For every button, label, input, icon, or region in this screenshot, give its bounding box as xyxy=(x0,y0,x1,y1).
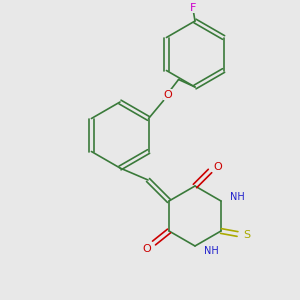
Text: NH: NH xyxy=(230,191,245,202)
Text: O: O xyxy=(164,89,172,100)
Text: O: O xyxy=(213,161,222,172)
Text: NH: NH xyxy=(204,245,219,256)
Text: S: S xyxy=(243,230,250,241)
Text: O: O xyxy=(142,244,151,254)
Text: F: F xyxy=(190,2,197,13)
